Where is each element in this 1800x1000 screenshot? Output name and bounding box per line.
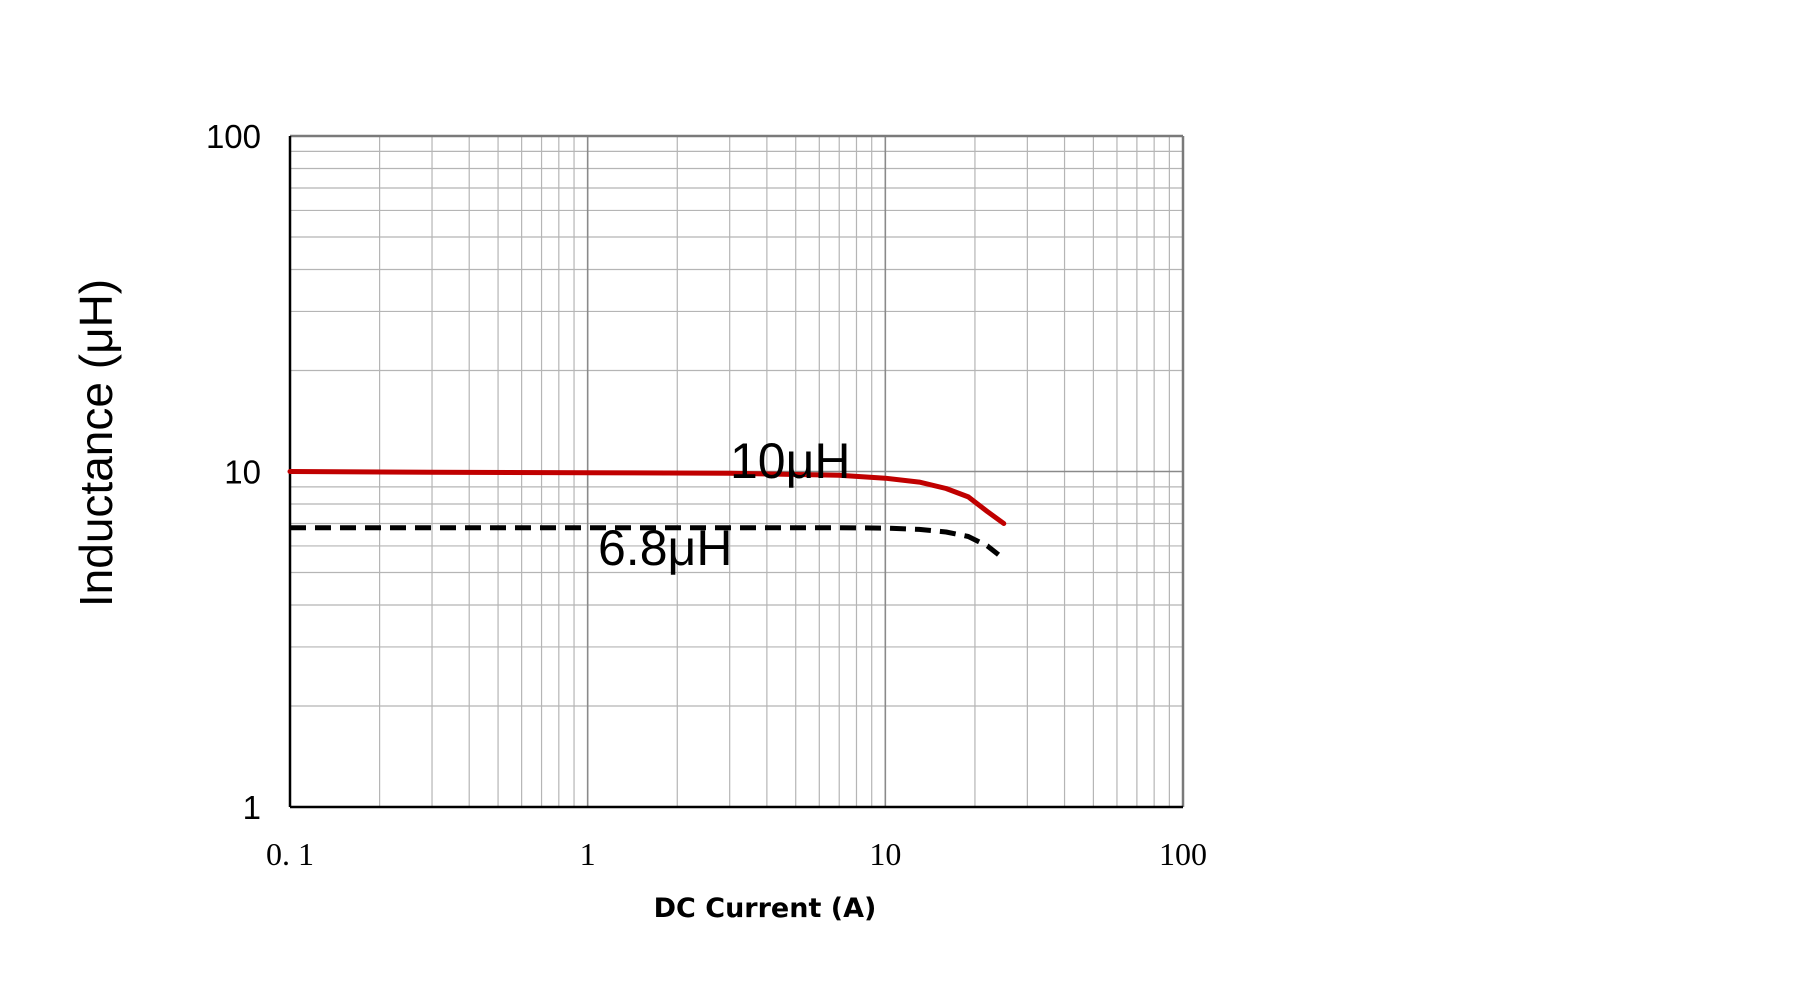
series-line-68H bbox=[290, 525, 1001, 557]
series-group bbox=[287, 469, 1007, 557]
series-annotation-10uh: 10μH bbox=[730, 433, 851, 489]
x-tick-label: 1 bbox=[580, 836, 596, 872]
x-axis-title: DC Current (A) bbox=[654, 893, 877, 924]
x-tick-label: 100 bbox=[1159, 836, 1207, 872]
y-axis-title: Inductance (μH) bbox=[70, 279, 122, 607]
y-tick-label: 1 bbox=[243, 789, 261, 826]
series-line-10H bbox=[287, 469, 1007, 526]
y-tick-label: 100 bbox=[206, 118, 261, 155]
x-tick-label: 10 bbox=[869, 836, 901, 872]
x-tick-label: 0. 1 bbox=[266, 836, 314, 872]
series-annotation-6-8uh: 6.8μH bbox=[598, 520, 732, 576]
y-tick-label: 10 bbox=[224, 454, 261, 491]
